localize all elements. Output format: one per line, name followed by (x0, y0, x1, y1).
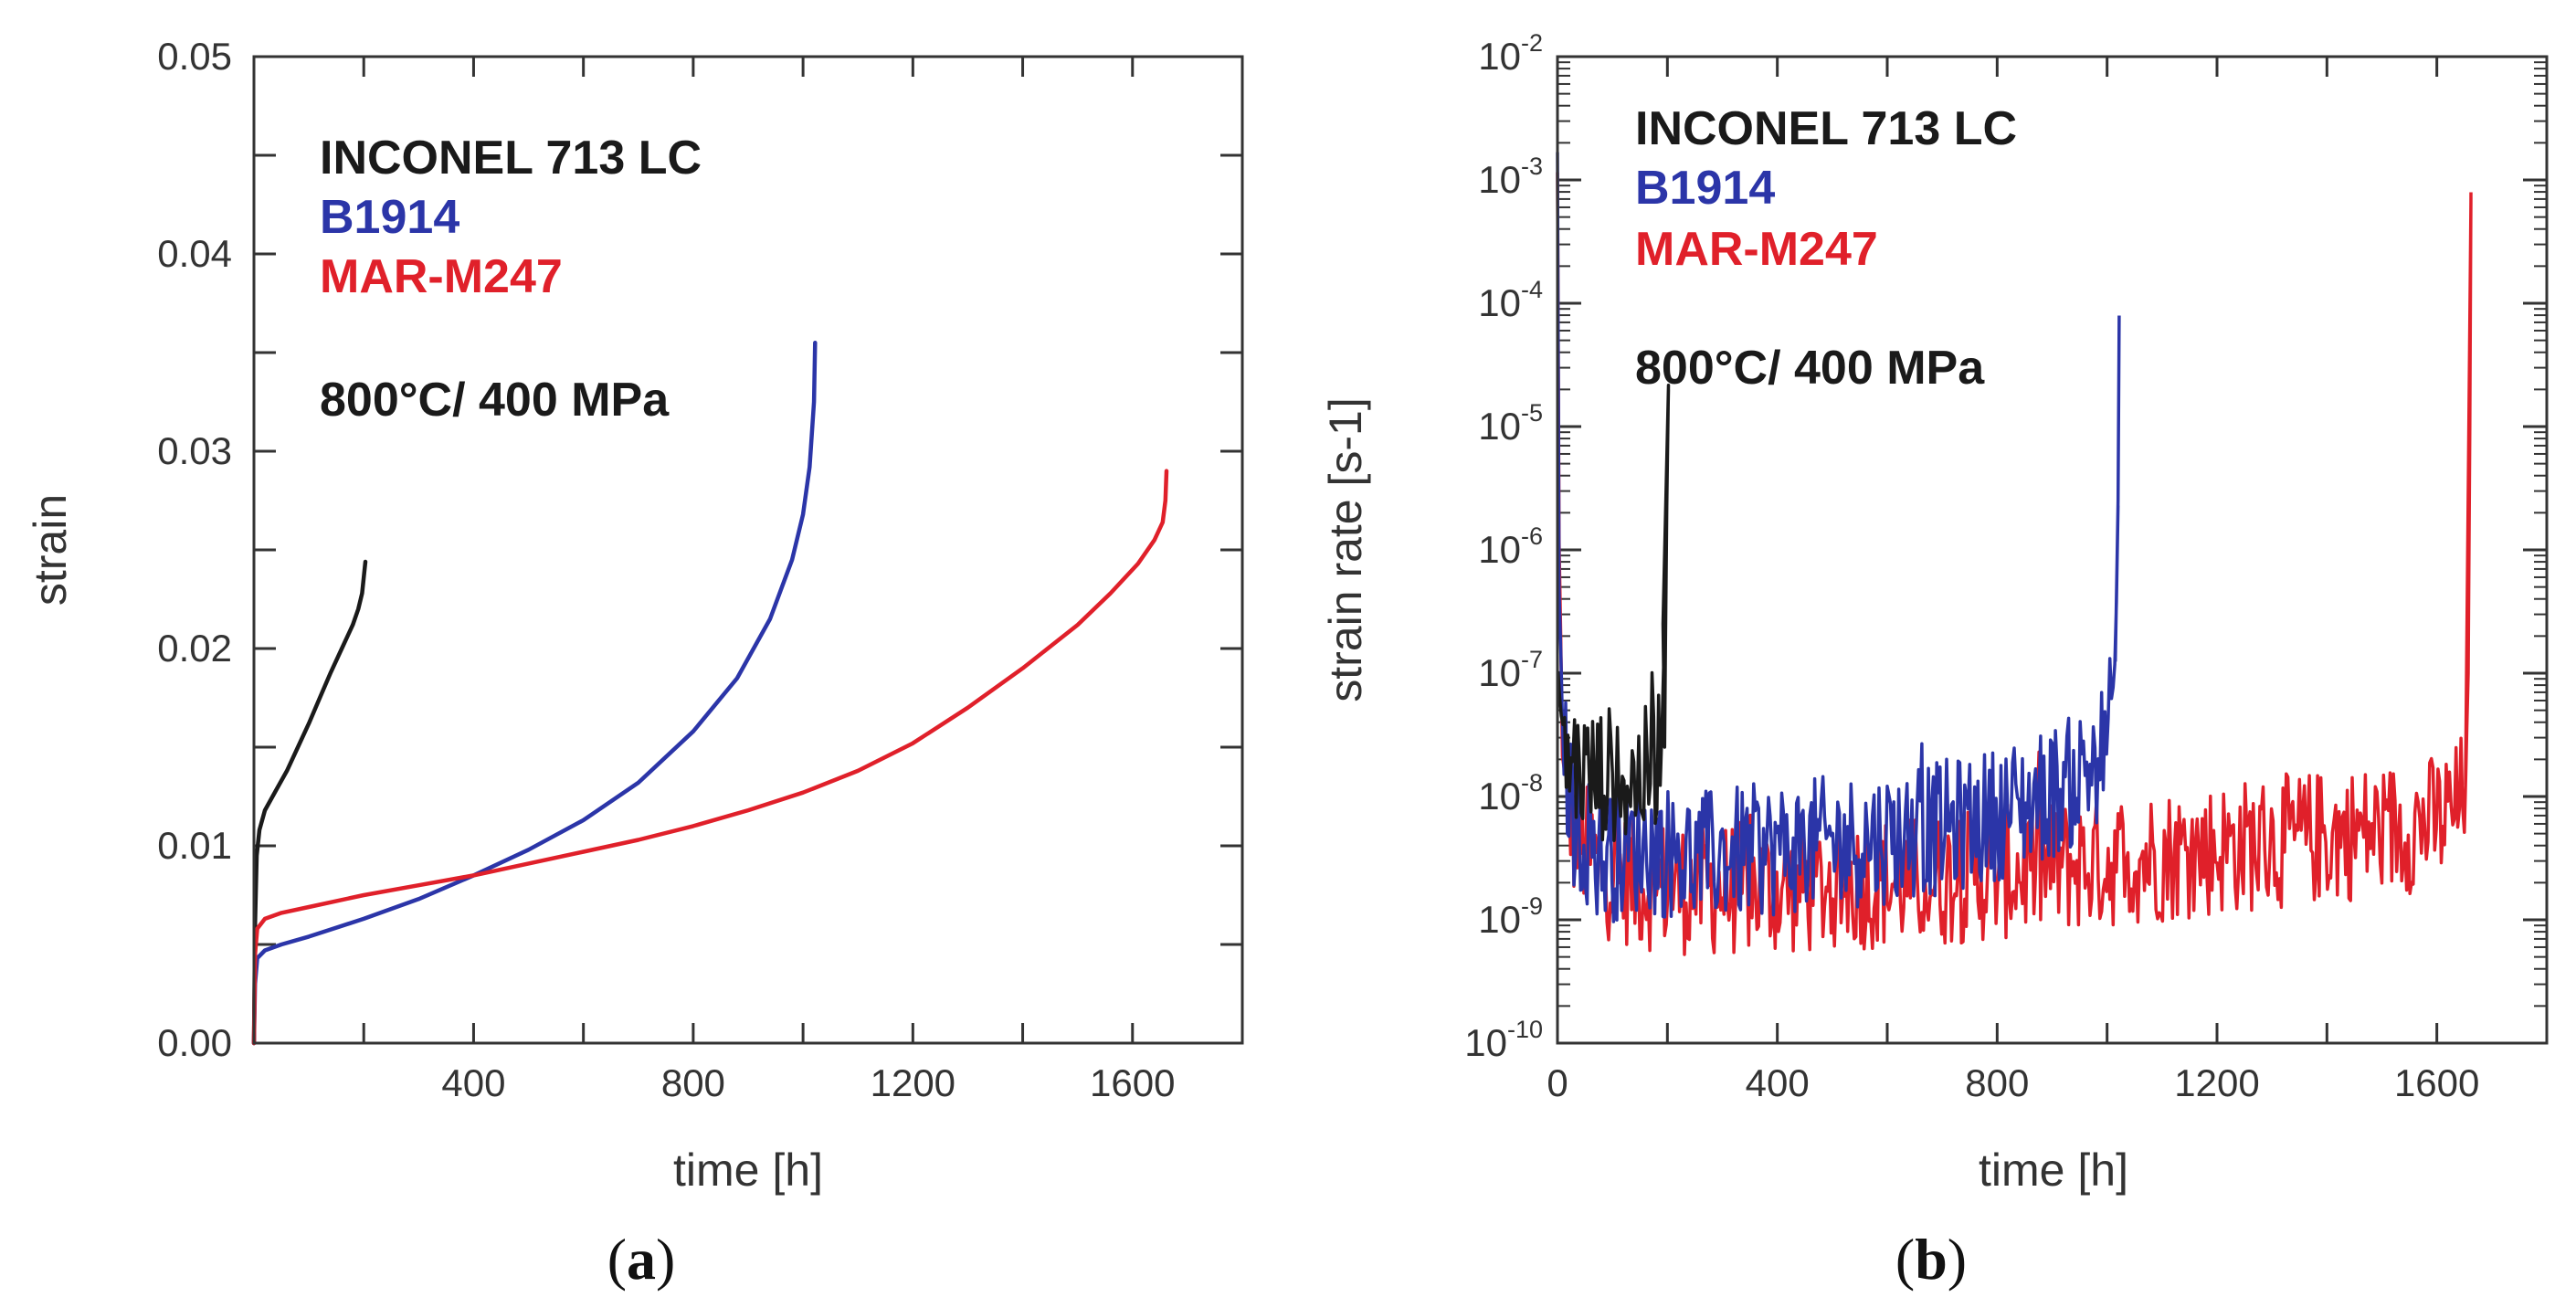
panel-b-x-tick-label: 0 (1547, 1061, 1568, 1104)
panel-b-y-tick-label: 10-5 (1478, 399, 1543, 448)
panel-b-legend-marm247: MAR-M247 (1635, 223, 1878, 276)
panel-a-legend-inconel: INCONEL 713 LC (320, 132, 702, 185)
panel-b-legend-inconel: INCONEL 713 LC (1635, 102, 2017, 155)
panel-a-plot-frame (252, 55, 1244, 1045)
panel-b-y-tick-label: 10-7 (1478, 646, 1543, 694)
panel-a-x-axis-label: time [h] (673, 1144, 823, 1196)
panel-a-x-tick-label: 800 (661, 1061, 725, 1104)
panel-a-grid-ticks (254, 57, 1242, 1043)
panel-a-tick-labels: 400 800 1200 1600 0.00 0.01 0.02 0.03 0.04 0.05 (157, 35, 1175, 1104)
panel-b-series-inconel (1556, 384, 1671, 842)
panel-a-series-inconel (251, 559, 368, 1046)
panel-a-x-tick-label: 1600 (1090, 1061, 1175, 1104)
panel-a: 400 800 1200 1600 0.00 0.01 0.02 0.03 0.04 0.05 t… (25, 35, 1244, 1292)
panel-a-x-tick-label: 1200 (871, 1061, 955, 1104)
panel-b-legend-b1914: B1914 (1635, 162, 1775, 215)
panel-a-label-close: ) (656, 1227, 675, 1292)
panel-a-y-tick-label: 0.03 (157, 429, 232, 472)
panel-b: 0 400 800 1200 1600 10-10 10-9 10-8 10-7 10-6 10-5… (1320, 29, 2549, 1292)
panel-a-legend-marm247: MAR-M247 (320, 250, 563, 303)
panel-a-y-axis-label: strain (25, 494, 76, 606)
panel-a-y-tick-label: 0.00 (157, 1021, 232, 1064)
panel-a-y-tick-label: 0.04 (157, 232, 232, 275)
panel-b-plot-frame (1556, 55, 2549, 1045)
panel-a-y-tick-label: 0.05 (157, 35, 232, 78)
panel-b-curves (1556, 152, 2473, 956)
panel-a-curves (251, 340, 1169, 1046)
panel-b-x-tick-label: 1600 (2394, 1061, 2479, 1104)
panel-b-y-tick-label: 10-9 (1478, 892, 1543, 941)
panel-a-y-tick-label: 0.02 (157, 627, 232, 670)
panel-b-label: (b) (1895, 1227, 1967, 1292)
panel-b-y-tick-label: 10-8 (1478, 769, 1543, 818)
panel-a-label-letter: a (627, 1227, 656, 1292)
panel-b-label-letter: b (1915, 1227, 1948, 1292)
panel-a-series-b1914 (251, 340, 818, 1046)
panel-b-y-tick-label: 10-2 (1478, 29, 1543, 78)
panel-b-tick-labels: 0 400 800 1200 1600 10-10 10-9 10-8 10-7 10-6 10-5… (1464, 29, 2479, 1104)
panel-b-label-close: ) (1948, 1227, 1967, 1292)
panel-a-x-tick-label: 400 (441, 1061, 505, 1104)
panel-a-y-tick-label: 0.01 (157, 824, 232, 867)
panel-a-label: (a) (607, 1227, 676, 1292)
panel-a-annotation: 800°C/ 400 MPa (320, 374, 670, 427)
panel-a-label-open: ( (607, 1227, 627, 1292)
panel-b-y-tick-label: 10-10 (1464, 1016, 1543, 1064)
panel-b-annotation: 800°C/ 400 MPa (1635, 342, 1985, 395)
panel-a-series-marm247 (251, 469, 1169, 1046)
panel-b-label-open: ( (1895, 1227, 1915, 1292)
panel-b-y-tick-label: 10-4 (1478, 276, 1543, 324)
panel-b-series-marm247 (1556, 172, 2473, 956)
panel-b-y-tick-label: 10-6 (1478, 522, 1543, 571)
panel-b-y-tick-label: 10-3 (1478, 153, 1543, 201)
panel-b-x-axis-label: time [h] (1979, 1144, 2128, 1196)
panel-b-series-b1914 (1556, 152, 2121, 923)
panel-b-x-tick-label: 800 (1965, 1061, 2029, 1104)
panel-b-x-tick-label: 1200 (2174, 1061, 2259, 1104)
panel-b-x-tick-label: 400 (1746, 1061, 1810, 1104)
panel-a-legend-b1914: B1914 (320, 191, 459, 244)
panel-b-y-axis-label: strain rate [s-1] (1320, 397, 1371, 701)
